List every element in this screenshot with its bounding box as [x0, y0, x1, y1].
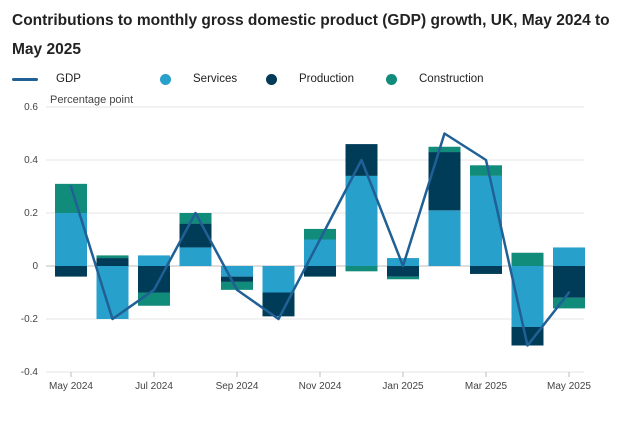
bar-production	[470, 266, 502, 274]
legend-swatch-production	[266, 73, 277, 85]
legend-label-services: Services	[193, 73, 238, 85]
bar-services	[221, 266, 253, 277]
bar-services	[262, 266, 295, 293]
bar-production	[428, 152, 461, 211]
bar-services	[428, 210, 461, 266]
x-tick-label: May 2025	[547, 381, 591, 392]
legend: GDP Services Production Construction	[12, 70, 612, 88]
legend-item-services: Services	[160, 70, 237, 88]
bar-production	[511, 326, 544, 346]
legend-swatch-services	[160, 73, 171, 85]
bar-production	[387, 266, 419, 277]
x-tick-label: Mar 2025	[465, 381, 508, 392]
bar-construction	[470, 165, 502, 176]
legend-label-production: Production	[299, 73, 354, 85]
legend-label-gdp: GDP	[56, 73, 81, 85]
bar-construction	[304, 228, 336, 240]
bar-services	[345, 175, 378, 266]
y-tick-label: 0.6	[24, 102, 38, 113]
x-tick-label: Jul 2024	[135, 381, 173, 392]
bar-production	[262, 292, 295, 317]
legend-swatch-gdp	[12, 77, 38, 81]
legend-item-production: Production	[266, 70, 354, 88]
y-axis-ticks: 0.6 0.4 0.2 0 -0.2 -0.4	[21, 102, 39, 378]
bar-services	[138, 255, 170, 266]
bar-construction	[221, 281, 253, 290]
legend-label-construction: Construction	[419, 73, 484, 85]
y-tick-label: -0.4	[21, 367, 39, 378]
bar-production	[55, 266, 87, 277]
y-tick-label: -0.2	[21, 314, 39, 325]
bar-construction	[345, 266, 378, 272]
bar-construction	[96, 255, 129, 259]
y-tick-label: 0	[32, 261, 38, 272]
bar-construction	[511, 252, 544, 266]
bar-construction	[428, 146, 461, 153]
legend-item-gdp: GDP	[12, 70, 81, 88]
bar-construction	[179, 213, 212, 224]
gdp-line-group	[69, 132, 571, 347]
bar-services	[179, 247, 212, 266]
legend-swatch-construction	[386, 73, 397, 85]
y-tick-label: 0.4	[24, 155, 38, 166]
bar-services	[470, 175, 502, 266]
y-tick-label: 0.2	[24, 208, 38, 219]
bar-production	[96, 258, 129, 266]
x-tick-label: May 2024	[49, 381, 93, 392]
bar-production	[221, 276, 253, 282]
x-tick-label: Nov 2024	[299, 381, 342, 392]
bar-construction	[387, 276, 419, 280]
bar-services	[553, 247, 585, 266]
x-tick-label: Jan 2025	[382, 381, 424, 392]
chart-title: Contributions to monthly gross domestic …	[12, 12, 610, 58]
x-axis-ticks: May 2024 Jul 2024 Sep 2024 Nov 2024 Jan 2025…	[49, 372, 591, 392]
legend-item-construction: Construction	[386, 70, 484, 88]
bar-production	[304, 266, 336, 277]
y-axis-label: Percentage point	[50, 94, 133, 106]
x-tick-label: Sep 2024	[216, 381, 259, 392]
bars	[55, 144, 585, 346]
bar-construction	[553, 297, 585, 309]
